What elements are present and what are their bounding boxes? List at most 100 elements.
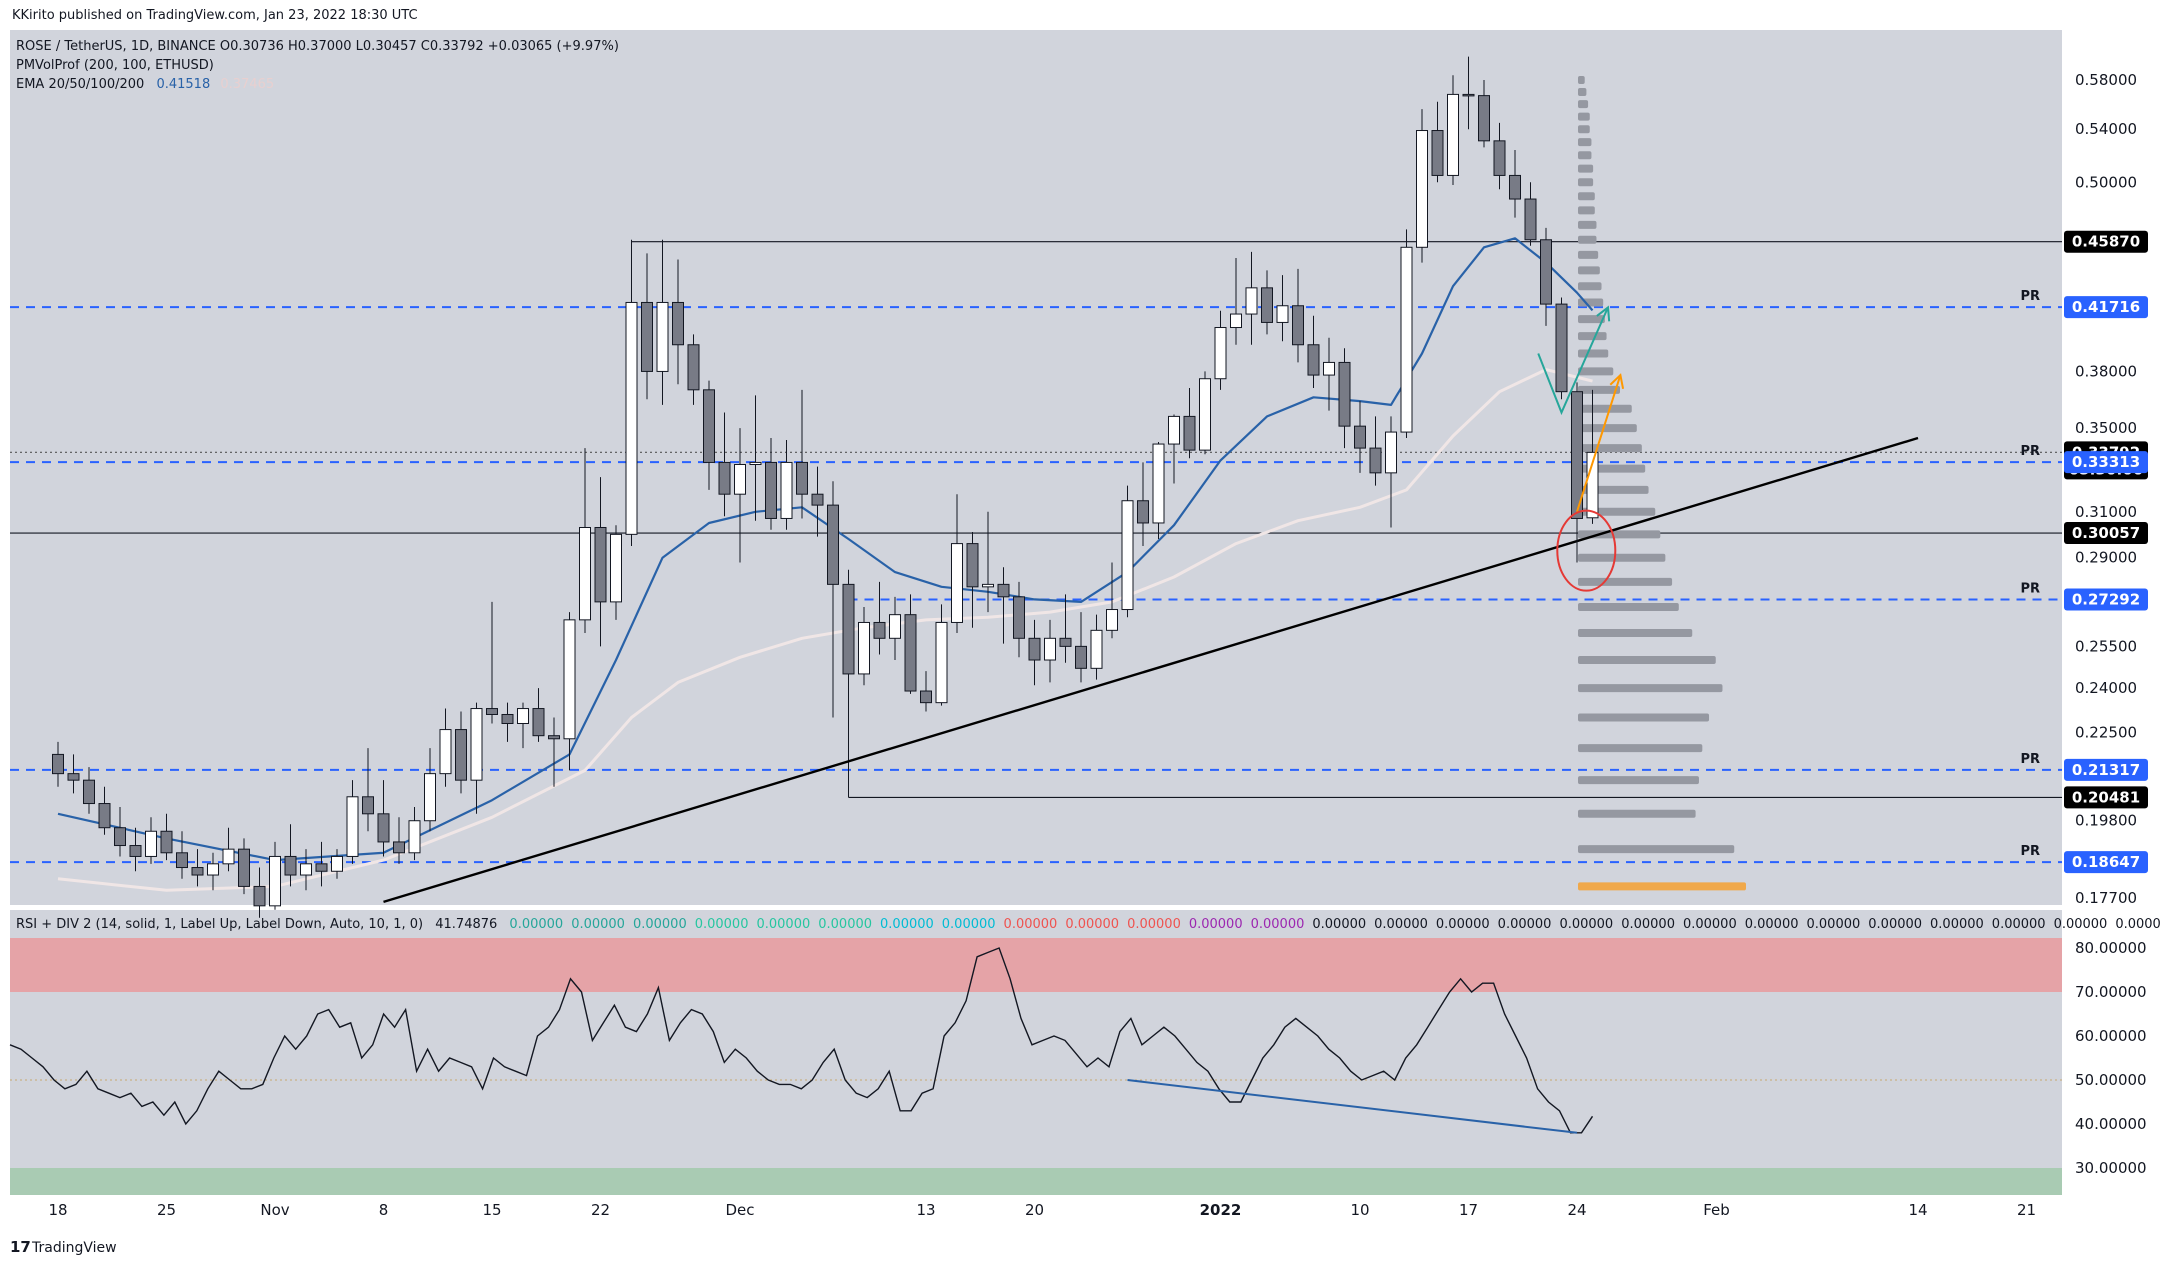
candle-body xyxy=(1090,629,1103,669)
level-pr-label: PR xyxy=(2020,289,2040,304)
volume-profile-bar xyxy=(1578,424,1637,433)
overbought-band xyxy=(10,938,2062,992)
candle-body xyxy=(331,855,343,872)
candle-body xyxy=(563,619,576,740)
candle-body xyxy=(67,773,80,781)
candle-body xyxy=(1044,637,1056,661)
time-tick-label: 20 xyxy=(1025,1201,1044,1219)
price-tick-label: 0.29000 xyxy=(2075,549,2137,567)
candle-body xyxy=(765,461,777,519)
volume-profile-bar xyxy=(1578,656,1716,665)
price-tick-label: 0.31000 xyxy=(2075,503,2137,521)
ema-value-1: 0.41518 xyxy=(156,77,210,92)
candle-body xyxy=(114,827,126,847)
candle-body xyxy=(1431,130,1444,176)
price-tag-background xyxy=(2064,786,2148,809)
candle-body xyxy=(796,461,808,495)
indicator-ema: EMA 20/50/100/200 0.41518 0.37465 xyxy=(16,77,274,92)
time-tick-label: Nov xyxy=(260,1201,289,1219)
rsi-header-value: 0.00000 xyxy=(1312,917,1366,932)
indicator-volprof: PMVolProf (200, 100, ETHUSD) xyxy=(16,58,214,73)
candle-body xyxy=(1137,500,1149,524)
rsi-line xyxy=(9,947,1594,1134)
candle-body xyxy=(1524,198,1537,241)
rsi-header-value: 0.00000 xyxy=(880,917,934,932)
candle-body xyxy=(470,708,483,781)
price-tick-label: 0.58000 xyxy=(2075,71,2137,89)
rsi-tick-label: 30.00000 xyxy=(2075,1159,2147,1177)
price-tag-background xyxy=(2064,588,2148,611)
rsi-header-value: 0.00000 xyxy=(1004,917,1058,932)
price-tag-label: 0.30057 xyxy=(2072,524,2140,542)
ema-value-2: 0.37465 xyxy=(220,77,274,92)
candle-body xyxy=(300,863,312,876)
price-tick-label: 0.35000 xyxy=(2075,419,2137,437)
tradingview-logo[interactable]: 17 TradingView xyxy=(10,1238,117,1256)
candle-body xyxy=(842,583,855,675)
time-tick-label: Feb xyxy=(1703,1201,1730,1219)
rsi-tick-label: 60.00000 xyxy=(2075,1027,2147,1045)
volume-profile-bar xyxy=(1578,235,1597,244)
candle-body xyxy=(1121,500,1134,611)
time-tick-label: 15 xyxy=(482,1201,501,1219)
rsi-header-value: 0.00000 xyxy=(571,917,625,932)
rsi-header-value: 0.00000 xyxy=(509,917,563,932)
candle-body xyxy=(1571,391,1583,519)
volume-profile-bar xyxy=(1578,577,1673,586)
rsi-header-value: 0.00000 xyxy=(695,917,749,932)
price-tick-label: 0.25500 xyxy=(2075,637,2137,655)
price-tag-label: 0.45870 xyxy=(2072,233,2140,251)
volume-profile-bar xyxy=(1578,744,1703,753)
ema-label: EMA 20/50/100/200 xyxy=(16,77,144,92)
candle-body xyxy=(1478,95,1490,142)
candle-body xyxy=(1276,305,1289,323)
rsi-tick-label: 40.00000 xyxy=(2075,1115,2147,1133)
volume-profile-bar xyxy=(1578,125,1590,134)
rsi-header-value: 0.00000 xyxy=(1559,917,1613,932)
rsi-series xyxy=(9,947,1594,1134)
candle-body xyxy=(424,773,436,822)
candle-body xyxy=(83,779,95,805)
candle-body xyxy=(1447,93,1459,176)
volume-profile-bar xyxy=(1578,87,1587,96)
candle-body xyxy=(1230,313,1242,329)
rsi-header-value: 0.00000 xyxy=(1745,917,1799,932)
candle-body xyxy=(129,845,142,857)
volume-profile-bar xyxy=(1578,684,1723,693)
candle-body xyxy=(362,796,374,815)
candle-body xyxy=(610,533,622,603)
volume-profile-bar xyxy=(1578,404,1632,413)
candle-body xyxy=(687,344,700,391)
rsi-header: RSI + DIV 2 (14, solid, 1, Label Up, Lab… xyxy=(16,917,2161,932)
candle-body xyxy=(191,867,204,876)
candle-body xyxy=(1028,637,1041,661)
candle-body xyxy=(1369,447,1382,474)
time-axis[interactable]: 18 25 Nov 8 15 22 Dec 13 20 2022 10 17 24 Feb 14 21 xyxy=(48,1201,2036,1219)
candle-body xyxy=(858,621,870,675)
symbol-line: ROSE / TetherUS, 1D, BINANCE O0.30736 H0… xyxy=(16,39,619,54)
volume-profile-bar xyxy=(1578,367,1614,376)
volume-profile-bar xyxy=(1578,282,1602,291)
time-tick-label: 14 xyxy=(1908,1201,1927,1219)
rsi-axis[interactable]: 80.00000 70.00000 60.00000 50.00000 40.00000… xyxy=(2075,939,2147,1177)
candle-body xyxy=(532,708,545,737)
price-panel[interactable] xyxy=(10,30,2062,905)
candles xyxy=(52,56,1599,918)
time-tick-label: 24 xyxy=(1567,1201,1586,1219)
volume-profile-bar xyxy=(1578,602,1679,611)
volume-profile-bar xyxy=(1578,349,1609,358)
candle-body xyxy=(393,841,405,854)
candle-body xyxy=(1416,130,1428,248)
rsi-tick-label: 50.00000 xyxy=(2075,1071,2147,1089)
candle-body xyxy=(346,796,359,857)
level-pr-label: PR xyxy=(2020,582,2040,597)
rsi-header-value: 0.00000 xyxy=(633,917,687,932)
volume-profile-bar xyxy=(1578,266,1600,275)
time-tick-label: 25 xyxy=(157,1201,176,1219)
candle-body xyxy=(718,461,731,495)
rsi-header-value: 0.00000 xyxy=(1065,917,1119,932)
bullish-divergence-line xyxy=(1127,1079,1578,1134)
price-axis[interactable]: 0.58000 0.54000 0.50000 0.38000 0.35000 0.310… xyxy=(2075,71,2137,907)
candle-body xyxy=(625,301,638,535)
volume-profile-bar xyxy=(1578,845,1735,854)
